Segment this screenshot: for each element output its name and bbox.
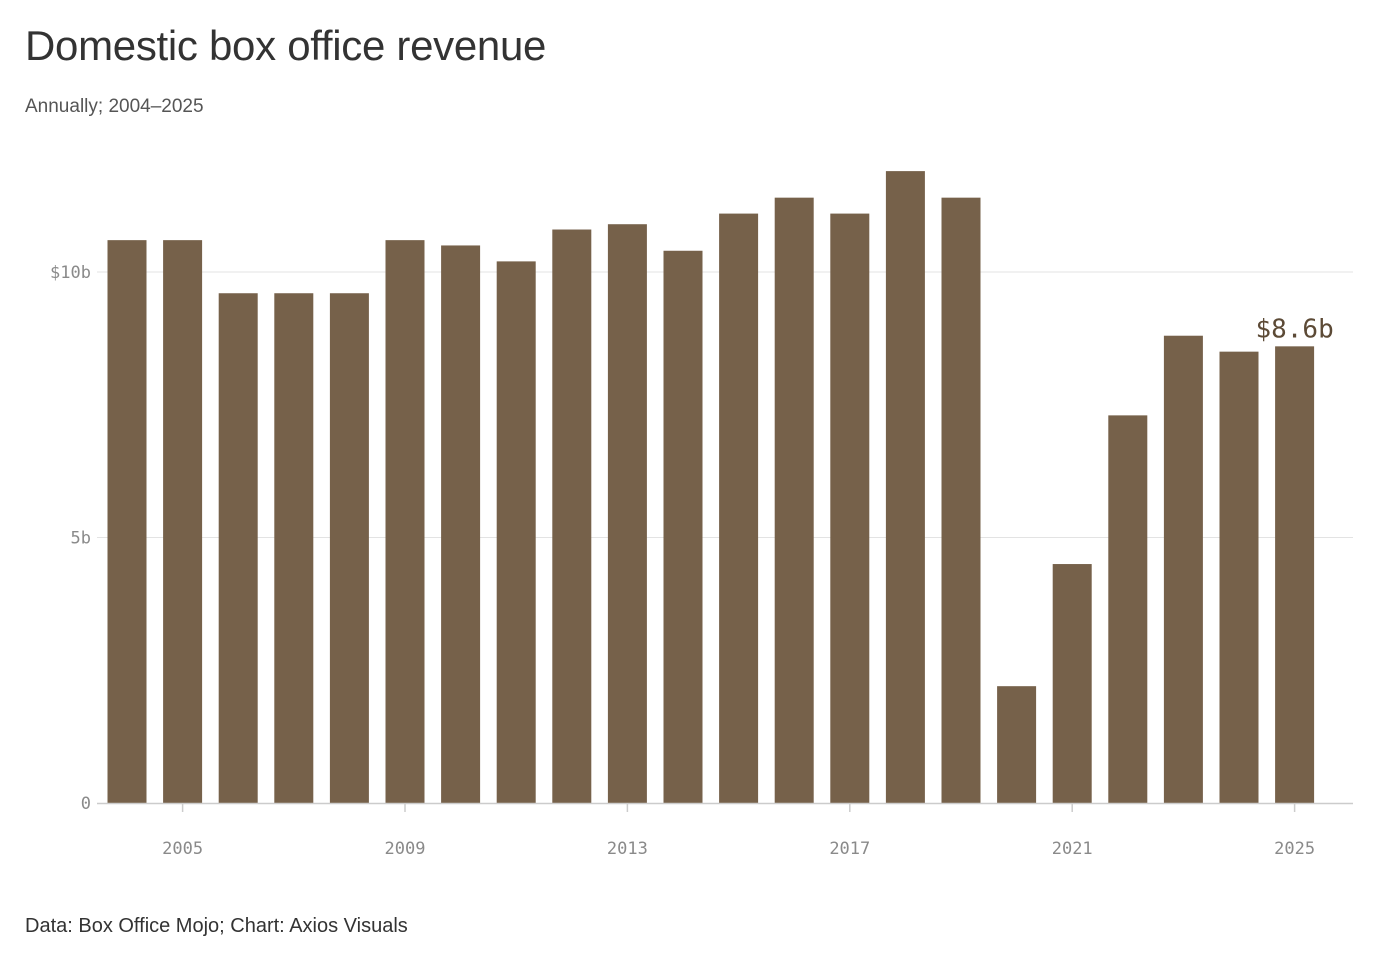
bar-2025 xyxy=(1275,346,1315,803)
bar-2005 xyxy=(163,240,203,803)
bar-2012 xyxy=(552,229,592,803)
bar-2015 xyxy=(719,213,759,804)
bars xyxy=(107,171,1315,804)
value-callout: $8.6b xyxy=(1255,314,1333,344)
y-tick-label: 5b xyxy=(71,529,91,549)
x-tick-label: 2017 xyxy=(829,839,870,859)
bar-2022 xyxy=(1108,415,1148,803)
axes xyxy=(97,802,1353,812)
bar-2010 xyxy=(441,245,481,803)
source-note: Data: Box Office Mojo; Chart: Axios Visu… xyxy=(25,915,408,937)
y-tick-label: $10b xyxy=(50,263,91,283)
bar-2006 xyxy=(218,293,258,803)
bar-2019 xyxy=(941,197,981,803)
x-tick-label: 2005 xyxy=(162,839,203,859)
x-tick-label: 2025 xyxy=(1274,839,1315,859)
bar-2008 xyxy=(329,293,369,803)
bar-2009 xyxy=(385,240,425,803)
bar-2013 xyxy=(607,224,647,803)
bar-2023 xyxy=(1163,335,1203,803)
labels: 0 5b $10b 2005 2009 2013 2017 2021 2025 $8.6b xyxy=(50,263,1334,859)
bar-chart: 0 5b $10b 2005 2009 2013 2017 2021 2025 $8.6b xyxy=(50,171,1353,859)
bar-2020 xyxy=(997,686,1037,803)
chart-subtitle: Annually; 2004–2025 xyxy=(25,96,204,117)
bar-2017 xyxy=(830,213,870,804)
bar-2018 xyxy=(885,171,925,804)
bar-2014 xyxy=(663,250,703,803)
bar-2007 xyxy=(274,293,314,803)
bar-2004 xyxy=(107,240,147,803)
y-tick-label: 0 xyxy=(81,794,91,814)
bar-2024 xyxy=(1219,351,1259,803)
bar-2021 xyxy=(1052,564,1092,803)
x-tick-label: 2013 xyxy=(607,839,648,859)
x-tick-label: 2009 xyxy=(385,839,426,859)
bar-2016 xyxy=(774,197,814,803)
chart-title: Domestic box office revenue xyxy=(25,22,547,69)
bar-2011 xyxy=(496,261,536,803)
x-tick-label: 2021 xyxy=(1052,839,1093,859)
